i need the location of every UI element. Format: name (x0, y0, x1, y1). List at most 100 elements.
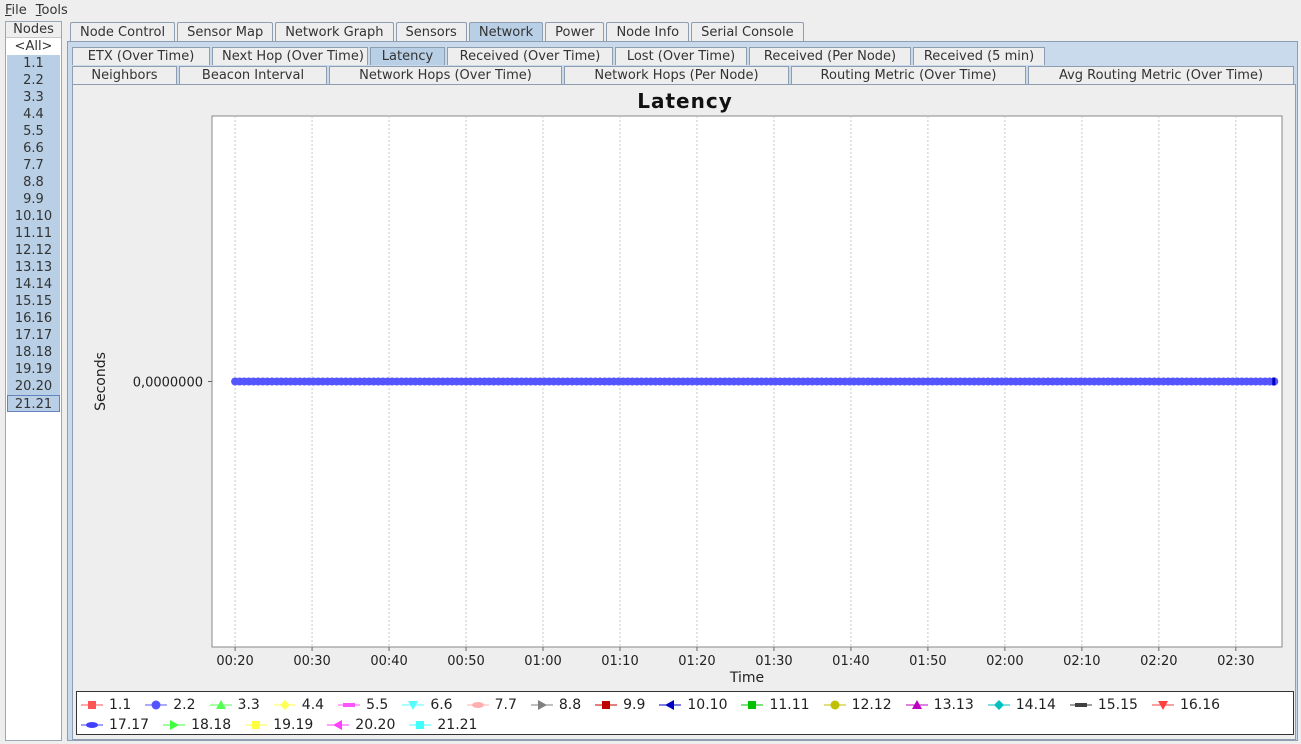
node-item[interactable]: 9.9 (7, 191, 60, 208)
x-tick-label: 01:10 (601, 654, 638, 669)
legend-label: 11.11 (769, 697, 810, 713)
legend-item: 17.17 (81, 715, 149, 735)
legend-item: 11.11 (741, 695, 810, 715)
x-tick-label: 02:10 (1063, 654, 1100, 669)
subtab-lost-over-time[interactable]: Lost (Over Time) (615, 47, 747, 65)
legend-marker-icon (1069, 703, 1092, 707)
node-item[interactable]: 12.12 (7, 242, 60, 259)
node-item[interactable]: 8.8 (7, 174, 60, 191)
node-item[interactable]: 3.3 (7, 89, 60, 106)
y-tick-label: 0,0000000 (133, 376, 203, 391)
legend-marker-icon (273, 700, 296, 710)
node-item[interactable]: 19.19 (7, 361, 60, 378)
subtab-avg-routing-metric-over-time[interactable]: Avg Routing Metric (Over Time) (1028, 66, 1294, 84)
x-tick-label: 02:00 (986, 654, 1023, 669)
subtab-beacon-interval[interactable]: Beacon Interval (179, 66, 327, 84)
menu-tools[interactable]: Tools (31, 3, 72, 18)
node-item[interactable]: 13.13 (7, 259, 60, 276)
subtab-latency[interactable]: Latency (370, 47, 445, 65)
legend-label: 12.12 (851, 697, 892, 713)
legend-marker-icon (595, 701, 618, 709)
latency-chart: Latency 00:20 00:30 00:40 00:50 01:00 01:10 01… (72, 84, 1296, 740)
x-tick-label: 00:30 (293, 654, 330, 669)
node-item[interactable]: 10.10 (7, 208, 60, 225)
node-item[interactable]: 1.1 (7, 55, 60, 72)
legend-label: 4.4 (301, 697, 325, 713)
x-tick-label: 01:30 (755, 654, 792, 669)
legend-item: 20.20 (327, 715, 395, 735)
node-item[interactable]: 16.16 (7, 310, 60, 327)
node-list[interactable]: <All> 1.1 2.2 3.3 4.4 5.5 6.6 7.7 8.8 9.9 10.10 11.… (6, 38, 61, 412)
node-item[interactable]: 21.21 (7, 395, 60, 412)
main-tab-bar: Node Control Sensor Map Network Graph Senso… (70, 22, 806, 42)
node-item[interactable]: 15.15 (7, 293, 60, 310)
legend-label: 3.3 (237, 697, 260, 713)
menu-file-mnemonic: F (5, 2, 12, 18)
legend-label: 16.16 (1179, 697, 1221, 713)
subtab-next-hop-over-time[interactable]: Next Hop (Over Time) (212, 47, 368, 65)
menu-tools-label: ools (41, 2, 68, 18)
tab-sensor-map[interactable]: Sensor Map (177, 22, 274, 42)
subtab-etx-over-time[interactable]: ETX (Over Time) (72, 47, 210, 65)
subtab-row-2: Neighbors Beacon Interval Network Hops (Ov… (72, 66, 1296, 84)
node-item[interactable]: 14.14 (7, 276, 60, 293)
legend-marker-icon (145, 700, 168, 710)
node-item[interactable]: 17.17 (7, 327, 60, 344)
tab-network[interactable]: Network (468, 22, 544, 42)
x-axis-label: Time (729, 670, 764, 686)
node-item[interactable]: 18.18 (7, 344, 60, 361)
subtab-row-1: ETX (Over Time) Next Hop (Over Time) Laten… (72, 47, 1047, 65)
x-tick-label: 01:00 (524, 654, 561, 669)
legend-label: 18.18 (191, 717, 232, 733)
tab-node-info[interactable]: Node Info (606, 22, 690, 42)
x-tick-label: 01:40 (832, 654, 869, 669)
y-axis-label: Seconds (93, 352, 109, 411)
node-item[interactable]: 7.7 (7, 157, 60, 174)
nodes-panel: Nodes <All> 1.1 2.2 3.3 4.4 5.5 6.6 7.7 8.8 9.9 10… (5, 21, 62, 741)
subtab-network-hops-over-time[interactable]: Network Hops (Over Time) (329, 66, 562, 84)
tab-node-control[interactable]: Node Control (70, 22, 176, 42)
tab-power[interactable]: Power (545, 22, 605, 42)
legend-item: 3.3 (209, 695, 260, 715)
menu-file[interactable]: File (0, 3, 31, 18)
legend-item: 8.8 (530, 695, 582, 715)
latency-points (231, 377, 1279, 386)
legend-marker-icon (741, 701, 764, 709)
legend-marker-icon (338, 703, 361, 707)
node-item[interactable]: 6.6 (7, 140, 60, 157)
x-tick-label: 00:50 (447, 654, 484, 669)
subtab-neighbors[interactable]: Neighbors (72, 66, 177, 84)
legend-item: 6.6 (402, 695, 453, 715)
legend-item: 19.19 (245, 715, 313, 735)
subtab-routing-metric-over-time[interactable]: Routing Metric (Over Time) (791, 66, 1026, 84)
legend-label: 20.20 (355, 717, 396, 733)
legend-marker-icon (823, 700, 846, 710)
node-item[interactable]: 2.2 (7, 72, 60, 89)
tab-sensors[interactable]: Sensors (395, 22, 467, 42)
legend-marker-icon (530, 700, 553, 710)
node-item-all[interactable]: <All> (7, 38, 60, 55)
legend-label: 6.6 (430, 697, 453, 713)
legend-item: 1.1 (81, 695, 131, 715)
legend-label: 1.1 (109, 697, 132, 713)
node-item[interactable]: 20.20 (7, 378, 60, 395)
subtab-received-5-min[interactable]: Received (5 min) (913, 47, 1045, 65)
legend-marker-icon (409, 721, 432, 729)
node-item[interactable]: 5.5 (7, 123, 60, 140)
menu-file-label: ile (11, 2, 27, 18)
tab-serial-console[interactable]: Serial Console (691, 22, 804, 42)
legend-item: 18.18 (163, 715, 231, 735)
legend-label: 9.9 (623, 697, 646, 713)
tab-network-graph[interactable]: Network Graph (275, 22, 394, 42)
node-item[interactable]: 4.4 (7, 106, 60, 123)
node-item[interactable]: 11.11 (7, 225, 60, 242)
legend-marker-icon (245, 721, 268, 729)
subtab-received-over-time[interactable]: Received (Over Time) (447, 47, 613, 65)
legend-label: 21.21 (437, 717, 478, 733)
legend-label: 13.13 (933, 697, 974, 713)
legend-label: 15.15 (1097, 697, 1138, 713)
legend-label: 8.8 (558, 697, 582, 713)
subtab-network-hops-per-node[interactable]: Network Hops (Per Node) (564, 66, 789, 84)
x-tick-label: 01:20 (678, 654, 715, 669)
subtab-received-per-node[interactable]: Received (Per Node) (749, 47, 911, 65)
